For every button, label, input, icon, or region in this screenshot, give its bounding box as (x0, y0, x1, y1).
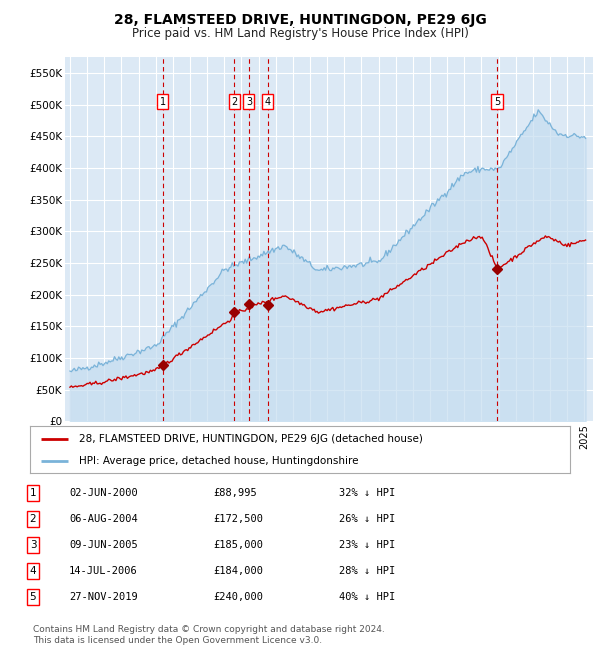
Text: 5: 5 (29, 592, 37, 602)
Text: 5: 5 (494, 97, 500, 107)
Text: 3: 3 (29, 540, 37, 550)
Text: 02-JUN-2000: 02-JUN-2000 (69, 488, 138, 498)
Text: 32% ↓ HPI: 32% ↓ HPI (339, 488, 395, 498)
Text: 4: 4 (29, 566, 37, 576)
Text: £88,995: £88,995 (213, 488, 257, 498)
Text: HPI: Average price, detached house, Huntingdonshire: HPI: Average price, detached house, Hunt… (79, 456, 358, 465)
Text: 40% ↓ HPI: 40% ↓ HPI (339, 592, 395, 602)
Text: 26% ↓ HPI: 26% ↓ HPI (339, 514, 395, 524)
Text: 28, FLAMSTEED DRIVE, HUNTINGDON, PE29 6JG: 28, FLAMSTEED DRIVE, HUNTINGDON, PE29 6J… (113, 13, 487, 27)
Text: 28, FLAMSTEED DRIVE, HUNTINGDON, PE29 6JG (detached house): 28, FLAMSTEED DRIVE, HUNTINGDON, PE29 6J… (79, 434, 422, 444)
Text: £172,500: £172,500 (213, 514, 263, 524)
Text: 3: 3 (246, 97, 252, 107)
Text: £240,000: £240,000 (213, 592, 263, 602)
Text: 06-AUG-2004: 06-AUG-2004 (69, 514, 138, 524)
Text: £184,000: £184,000 (213, 566, 263, 576)
Text: 14-JUL-2006: 14-JUL-2006 (69, 566, 138, 576)
Text: 28% ↓ HPI: 28% ↓ HPI (339, 566, 395, 576)
Text: 09-JUN-2005: 09-JUN-2005 (69, 540, 138, 550)
Text: 23% ↓ HPI: 23% ↓ HPI (339, 540, 395, 550)
Text: 4: 4 (265, 97, 271, 107)
Text: Price paid vs. HM Land Registry's House Price Index (HPI): Price paid vs. HM Land Registry's House … (131, 27, 469, 40)
Text: £185,000: £185,000 (213, 540, 263, 550)
Text: 1: 1 (160, 97, 166, 107)
Text: 2: 2 (231, 97, 238, 107)
Text: 27-NOV-2019: 27-NOV-2019 (69, 592, 138, 602)
Text: Contains HM Land Registry data © Crown copyright and database right 2024.
This d: Contains HM Land Registry data © Crown c… (33, 625, 385, 645)
Text: 1: 1 (29, 488, 37, 498)
Text: 2: 2 (29, 514, 37, 524)
